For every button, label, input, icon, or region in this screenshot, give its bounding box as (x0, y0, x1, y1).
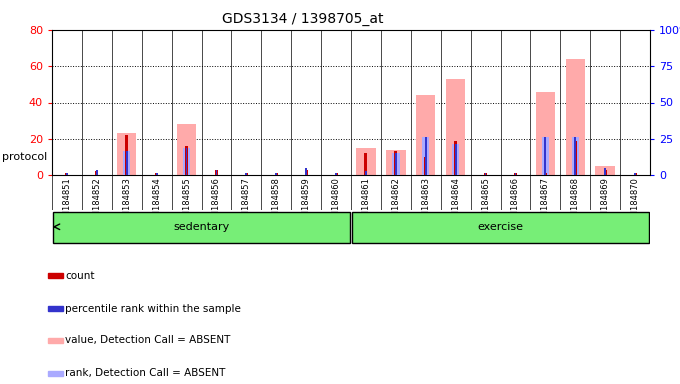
Text: GSM184867: GSM184867 (541, 177, 550, 228)
Bar (514, 173, 517, 175)
Bar (604, 170, 607, 175)
Bar (416, 95, 435, 175)
Bar (126, 151, 128, 175)
Bar (634, 173, 636, 175)
Text: protocol: protocol (2, 152, 47, 162)
Bar (566, 59, 585, 175)
Bar (183, 148, 190, 175)
Text: rank, Detection Call = ABSENT: rank, Detection Call = ABSENT (65, 368, 226, 379)
Bar (544, 173, 547, 175)
Bar (424, 157, 427, 175)
Bar (425, 137, 426, 175)
Bar (155, 173, 158, 175)
Bar (95, 171, 99, 175)
Text: sedentary: sedentary (173, 222, 230, 232)
Bar (215, 170, 218, 175)
Bar (48, 306, 63, 311)
Bar (96, 170, 98, 175)
Text: GSM184863: GSM184863 (421, 177, 430, 228)
Text: GSM184855: GSM184855 (182, 177, 191, 227)
Bar (52, 212, 350, 243)
Bar (575, 137, 576, 175)
Bar (352, 212, 649, 243)
Bar (515, 173, 516, 175)
Text: GDS3134 / 1398705_at: GDS3134 / 1398705_at (222, 12, 384, 26)
Bar (123, 151, 131, 175)
Bar (386, 150, 405, 175)
Text: GSM184864: GSM184864 (451, 177, 460, 228)
Bar (364, 153, 367, 175)
Bar (245, 173, 248, 175)
Bar (571, 137, 579, 175)
Bar (395, 153, 396, 175)
Bar (216, 170, 218, 175)
Bar (156, 173, 158, 175)
Text: GSM184860: GSM184860 (332, 177, 341, 228)
Bar (454, 141, 457, 175)
Bar (392, 153, 400, 175)
Bar (605, 168, 606, 175)
Bar (186, 148, 188, 175)
Text: GSM184857: GSM184857 (242, 177, 251, 228)
Text: GSM184853: GSM184853 (122, 177, 131, 228)
Bar (394, 151, 397, 175)
Text: GSM184852: GSM184852 (92, 177, 101, 227)
Text: count: count (65, 271, 95, 281)
Text: value, Detection Call = ABSENT: value, Detection Call = ABSENT (65, 336, 231, 346)
Bar (574, 141, 577, 175)
Bar (536, 92, 555, 175)
Bar (48, 338, 63, 343)
Text: GSM184868: GSM184868 (571, 177, 580, 228)
Bar (305, 170, 307, 175)
Bar (125, 135, 129, 175)
Text: GSM184865: GSM184865 (481, 177, 490, 228)
Text: percentile rank within the sample: percentile rank within the sample (65, 304, 241, 314)
Bar (446, 79, 465, 175)
Bar (48, 273, 63, 278)
Bar (48, 371, 63, 376)
Bar (422, 137, 430, 175)
Bar (596, 166, 615, 175)
Bar (185, 146, 188, 175)
Bar (65, 173, 69, 175)
Text: GSM184856: GSM184856 (212, 177, 221, 228)
Bar (634, 173, 636, 175)
Text: GSM184851: GSM184851 (63, 177, 71, 227)
Bar (245, 173, 248, 175)
Text: exercise: exercise (477, 222, 524, 232)
Text: GSM184869: GSM184869 (600, 177, 610, 228)
Bar (365, 171, 367, 175)
Text: GSM184858: GSM184858 (272, 177, 281, 228)
Bar (275, 173, 277, 175)
Bar (117, 133, 137, 175)
Bar (455, 144, 456, 175)
Bar (545, 137, 546, 175)
Bar (305, 168, 307, 175)
Text: GSM184854: GSM184854 (152, 177, 161, 227)
Bar (452, 144, 460, 175)
Bar (485, 173, 486, 175)
Bar (484, 173, 487, 175)
Bar (66, 173, 68, 175)
Bar (356, 148, 375, 175)
Text: GSM184862: GSM184862 (392, 177, 401, 228)
Text: GSM184866: GSM184866 (511, 177, 520, 228)
Text: GSM184870: GSM184870 (630, 177, 640, 228)
Bar (177, 124, 197, 175)
Bar (335, 173, 337, 175)
Text: GSM184859: GSM184859 (302, 177, 311, 227)
Bar (335, 173, 337, 175)
Bar (275, 173, 277, 175)
Text: GSM184861: GSM184861 (362, 177, 371, 228)
Bar (541, 137, 549, 175)
